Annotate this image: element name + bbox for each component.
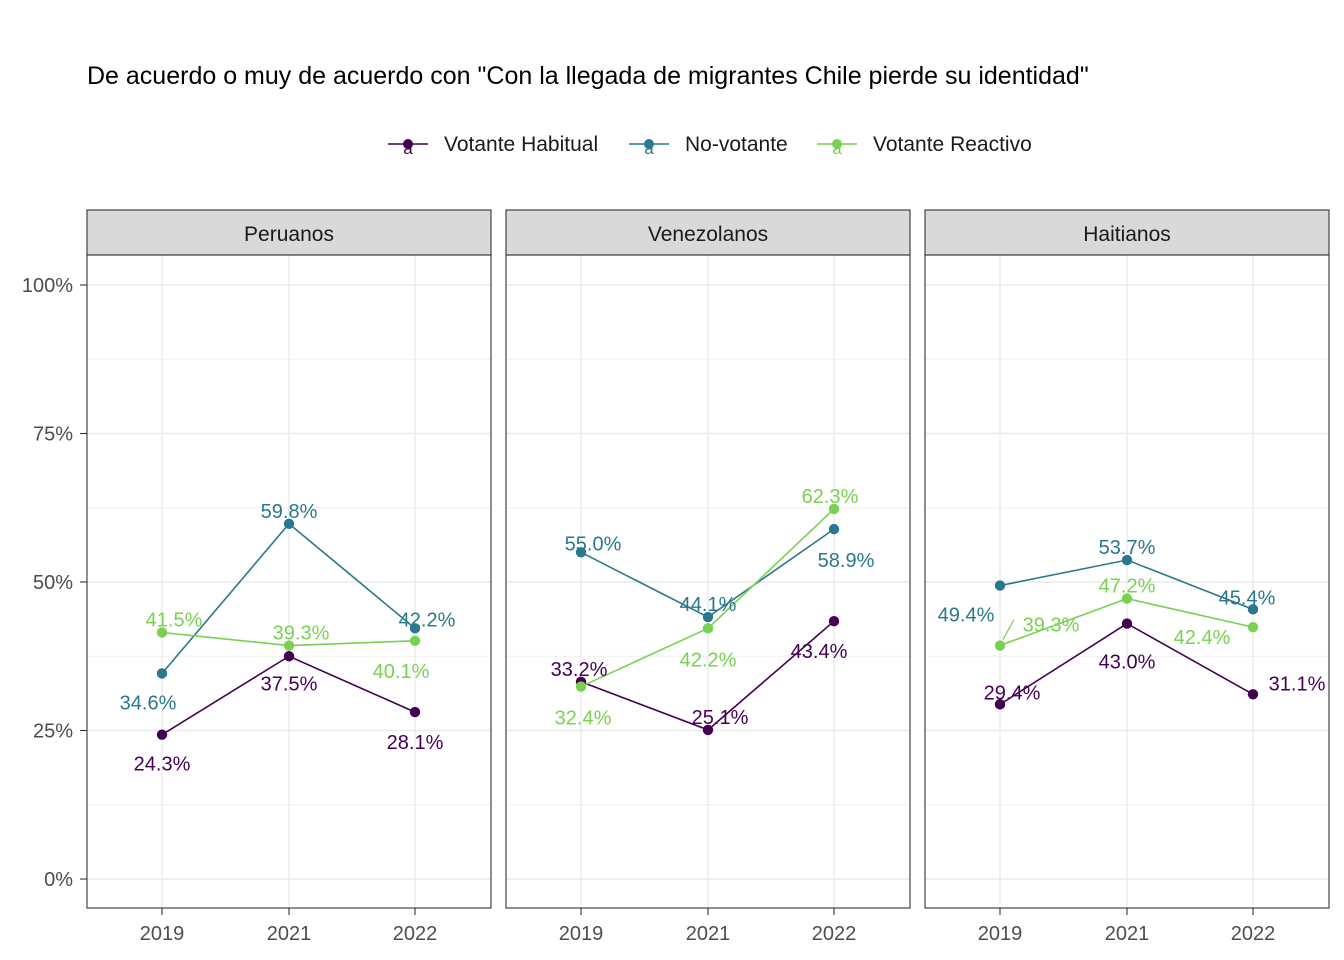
series-votante-reactivo-data-label: 42.2%	[680, 649, 737, 671]
panel-venezolanos: Venezolanos 33.2% 25.1% 43.4% 55.0% 44.1% 58.9…	[505, 209, 911, 945]
series-votante-reactivo-point	[575, 681, 587, 692]
series-no-votante-point	[575, 547, 587, 558]
series-votante-habitual-point	[702, 724, 714, 736]
series-no-votante-data-label: 44.1%	[680, 594, 737, 616]
y-tick-label: 100%	[22, 275, 73, 297]
legend-votante-habitual-label: Votante Habitual	[444, 133, 598, 156]
data-label-leader-line	[1002, 619, 1015, 640]
series-votante-habitual-point	[828, 616, 840, 627]
series-no-votante-point	[994, 580, 1006, 591]
y-tick-label: 25%	[33, 721, 73, 743]
series-votante-habitual-data-label: 31.1%	[1269, 673, 1326, 695]
series-votante-reactivo-data-label: 32.4%	[555, 708, 612, 730]
series-votante-habitual-data-label: 28.1%	[387, 732, 444, 754]
x-tick-label: 2019	[559, 923, 604, 945]
series-votante-reactivo-data-label: 41.5%	[146, 609, 203, 631]
series-no-votante-data-label: 42.2%	[399, 609, 456, 631]
series-no-votante-point	[1121, 554, 1133, 566]
series-no-votante-data-label: 55.0%	[565, 533, 622, 555]
series-votante-reactivo-data-label: 39.3%	[273, 623, 330, 645]
legend-no-votante-label: No-votante	[685, 133, 788, 156]
x-tick-label: 2022	[812, 923, 857, 945]
series-votante-reactivo-data-label: 62.3%	[802, 486, 859, 508]
series-votante-reactivo-point	[1121, 593, 1133, 604]
series-votante-habitual-point	[994, 699, 1006, 710]
x-tick-label: 2021	[1105, 923, 1150, 945]
legend-no-votante-glyph: a	[644, 139, 654, 158]
strip-title: Haitianos	[1083, 223, 1171, 246]
y-tick-label: 75%	[33, 424, 73, 446]
series-no-votante-data-label: 59.8%	[261, 501, 318, 523]
legend-votante-reactivo-label: Votante Reactivo	[873, 133, 1032, 156]
series-no-votante-point	[702, 611, 714, 623]
chart-panels: Peruanos 24.3% 37.5% 28.1% 34.6% 59.8% 42.2% 41…	[86, 209, 1330, 945]
series-votante-reactivo-point	[156, 627, 168, 638]
legend-no-votante-item: a No-votante	[629, 133, 788, 158]
strip-header	[86, 209, 492, 256]
series-votante-habitual-data-label: 33.2%	[551, 659, 608, 681]
x-tick-label: 2019	[140, 923, 185, 945]
series-votante-habitual-data-label: 24.3%	[134, 754, 191, 776]
series-no-votante-point	[828, 523, 840, 535]
series-votante-reactivo-point	[828, 503, 840, 515]
series-votante-habitual-point	[283, 651, 295, 662]
series-votante-reactivo-data-label: 42.4%	[1174, 627, 1231, 649]
series-votante-habitual-data-label: 25.1%	[692, 707, 749, 729]
y-tick-label: 50%	[33, 572, 73, 594]
legend-votante-reactivo-dot	[832, 139, 842, 149]
legend: a Votante Habitual a No-votante a Votante Rea…	[388, 133, 1032, 158]
series-no-votante-point	[409, 623, 421, 634]
series-votante-reactivo-data-label: 39.3%	[1023, 615, 1080, 637]
series-votante-reactivo-point	[283, 640, 295, 651]
series-no-votante-data-label: 34.6%	[120, 692, 177, 714]
panel-peruanos: Peruanos 24.3% 37.5% 28.1% 34.6% 59.8% 42.2% 41…	[86, 209, 492, 945]
series-votante-reactivo-point	[409, 635, 421, 647]
series-votante-reactivo-data-label: 47.2%	[1099, 576, 1156, 598]
legend-votante-habitual-dot	[403, 139, 413, 149]
series-no-votante-data-label: 45.4%	[1219, 587, 1276, 609]
series-votante-habitual-data-label: 37.5%	[261, 673, 318, 695]
strip-title: Peruanos	[244, 223, 334, 246]
series-votante-habitual-data-label: 43.4%	[791, 641, 848, 663]
series-votante-habitual-point	[1247, 689, 1259, 700]
legend-votante-reactivo-glyph: a	[832, 139, 842, 158]
series-votante-habitual-data-label: 43.0%	[1099, 652, 1156, 674]
series-no-votante-data-label: 53.7%	[1099, 537, 1156, 559]
strip-title: Venezolanos	[648, 223, 768, 246]
legend-votante-habitual-glyph: a	[403, 139, 413, 158]
x-tick-label: 2021	[267, 923, 312, 945]
series-votante-habitual-point	[156, 729, 168, 740]
series-no-votante-point	[156, 668, 168, 679]
series-votante-reactivo-point	[702, 623, 714, 634]
series-no-votante-point	[1247, 604, 1259, 615]
legend-no-votante-dot	[644, 139, 654, 149]
strip-header	[505, 209, 911, 256]
chart-title: De acuerdo o muy de acuerdo con "Con la …	[87, 62, 1089, 90]
series-votante-reactivo-point	[1247, 621, 1259, 633]
strip-header	[924, 209, 1330, 256]
series-votante-habitual-point	[1121, 618, 1133, 629]
legend-votante-habitual-item: a Votante Habitual	[388, 133, 598, 158]
series-votante-reactivo-point	[994, 640, 1006, 651]
series-votante-habitual-point	[409, 706, 421, 718]
series-votante-habitual-data-label: 29.4%	[984, 682, 1041, 704]
panel-haitianos: Haitianos 29.4% 43.0% 31.1% 49.4% 53.7% 45.4% 3…	[924, 209, 1330, 945]
y-tick-label: 0%	[44, 869, 73, 891]
x-tick-label: 2022	[393, 923, 438, 945]
series-no-votante-point	[283, 518, 295, 529]
x-tick-label: 2022	[1231, 923, 1276, 945]
series-no-votante-data-label: 49.4%	[938, 605, 995, 627]
y-axis: 0% 25% 50% 75% 100%	[22, 275, 87, 891]
series-no-votante-data-label: 58.9%	[818, 550, 875, 572]
series-votante-reactivo-data-label: 40.1%	[373, 661, 430, 683]
x-tick-label: 2021	[686, 923, 731, 945]
legend-votante-reactivo-item: a Votante Reactivo	[817, 133, 1032, 158]
x-tick-label: 2019	[978, 923, 1023, 945]
